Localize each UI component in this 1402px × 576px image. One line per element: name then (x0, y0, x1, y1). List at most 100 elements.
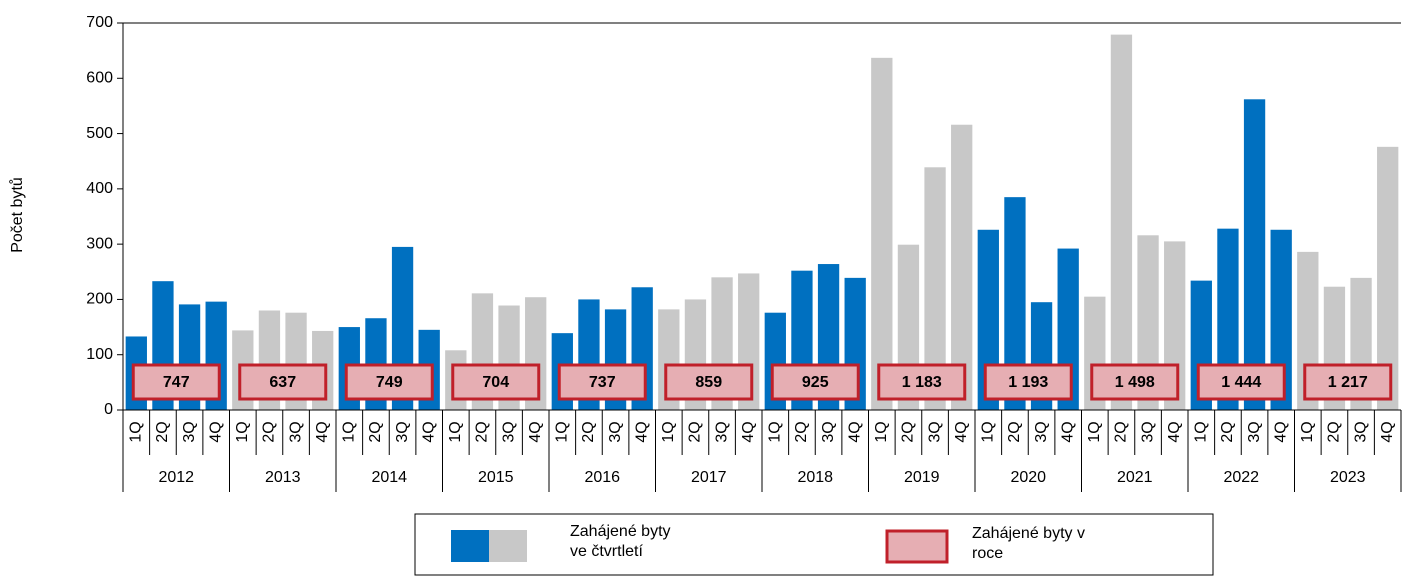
x-tick-label: 4Q (740, 421, 757, 442)
year-label: 2023 (1330, 469, 1366, 486)
year-label: 2021 (1117, 469, 1153, 486)
x-tick-label: 3Q (181, 421, 198, 442)
bar (924, 167, 946, 410)
x-tick-label: 2Q (1219, 421, 1236, 442)
y-tick-label: 500 (86, 125, 113, 142)
annual-label: 1 444 (1221, 374, 1261, 391)
x-tick-label: 4Q (1166, 421, 1183, 442)
year-label: 2013 (265, 469, 301, 486)
x-tick-label: 3Q (287, 421, 304, 442)
bar (951, 124, 973, 411)
annual-box (770, 363, 860, 401)
x-tick-label: 1Q (234, 421, 251, 442)
legend-swatch (885, 529, 949, 564)
x-tick-label: 2Q (1006, 421, 1023, 442)
x-tick-label: 2Q (261, 421, 278, 442)
year-label: 2012 (158, 469, 194, 486)
x-tick-label: 1Q (767, 421, 784, 442)
x-tick-label: 2Q (793, 421, 810, 442)
y-tick-label: 300 (86, 235, 113, 252)
legend-frame (414, 513, 1214, 576)
x-tick-label: 3Q (820, 421, 837, 442)
x-tick-label: 1Q (980, 421, 997, 442)
year-label: 2014 (371, 469, 407, 486)
annual-box (1303, 363, 1393, 401)
x-tick-label: 3Q (713, 421, 730, 442)
annual-box (557, 363, 647, 401)
x-tick-label: 3Q (1352, 421, 1369, 442)
x-tick-label: 4Q (420, 421, 437, 442)
x-tick-label: 4Q (207, 421, 224, 442)
x-tick-label: 3Q (926, 421, 943, 442)
annual-box (1090, 363, 1180, 401)
year-label: 2017 (691, 469, 727, 486)
x-tick-label: 2Q (580, 421, 597, 442)
legend-swatch (451, 530, 489, 562)
year-label: 2019 (904, 469, 940, 486)
annual-label: 1 183 (902, 374, 942, 391)
y-tick-label: 700 (86, 14, 113, 31)
x-tick-label: 4Q (633, 421, 650, 442)
year-label: 2022 (1223, 469, 1259, 486)
bar (1243, 99, 1266, 411)
annual-label: 925 (802, 374, 829, 391)
x-tick-label: 3Q (1139, 421, 1156, 442)
bar (1377, 146, 1399, 410)
year-label: 2018 (797, 469, 833, 486)
annual-label: 1 217 (1328, 374, 1368, 391)
x-tick-label: 4Q (953, 421, 970, 442)
legend-label: Zahájené byty v roce (972, 525, 1085, 562)
annual-box (238, 363, 328, 401)
y-tick-label: 600 (86, 70, 113, 87)
x-tick-label: 2Q (1326, 421, 1343, 442)
annual-label: 859 (695, 374, 722, 391)
x-tick-label: 1Q (660, 421, 677, 442)
x-tick-label: 4Q (1272, 421, 1289, 442)
x-tick-label: 4Q (846, 421, 863, 442)
year-label: 2016 (584, 469, 620, 486)
y-axis-label: Počet bytů (8, 177, 26, 253)
annual-box (664, 363, 754, 401)
year-label: 2020 (1010, 469, 1046, 486)
x-tick-label: 1Q (1193, 421, 1210, 442)
x-tick-label: 2Q (367, 421, 384, 442)
annual-box (877, 363, 967, 401)
annual-label: 747 (163, 374, 190, 391)
year-label: 2015 (478, 469, 514, 486)
y-tick-label: 200 (86, 291, 113, 308)
annual-box (344, 363, 434, 401)
x-tick-label: 3Q (500, 421, 517, 442)
y-tick-label: 0 (104, 401, 113, 418)
annual-label: 737 (589, 374, 616, 391)
x-tick-label: 1Q (128, 421, 145, 442)
annual-label: 1 498 (1115, 374, 1155, 391)
x-tick-label: 4Q (314, 421, 331, 442)
x-tick-label: 2Q (154, 421, 171, 442)
annual-label: 637 (269, 374, 296, 391)
annual-box (131, 363, 221, 401)
x-tick-label: 2Q (474, 421, 491, 442)
x-tick-label: 1Q (1086, 421, 1103, 442)
x-tick-label: 1Q (1299, 421, 1316, 442)
x-tick-label: 3Q (1033, 421, 1050, 442)
x-tick-label: 4Q (527, 421, 544, 442)
x-tick-label: 2Q (1113, 421, 1130, 442)
x-tick-label: 3Q (607, 421, 624, 442)
annual-box (983, 363, 1073, 401)
x-tick-label: 1Q (873, 421, 890, 442)
x-tick-label: 3Q (1246, 421, 1263, 442)
legend-label: Zahájené byty ve čtvrtletí (570, 523, 671, 560)
x-tick-label: 1Q (447, 421, 464, 442)
bar (871, 57, 893, 411)
bar (1110, 34, 1133, 411)
x-tick-label: 2Q (900, 421, 917, 442)
annual-label: 704 (482, 374, 509, 391)
annual-box (451, 363, 541, 401)
x-tick-label: 1Q (341, 421, 358, 442)
annual-label: 1 193 (1008, 374, 1048, 391)
x-tick-label: 4Q (1059, 421, 1076, 442)
bar (1004, 197, 1026, 410)
x-tick-label: 1Q (554, 421, 571, 442)
y-tick-label: 100 (86, 346, 113, 363)
